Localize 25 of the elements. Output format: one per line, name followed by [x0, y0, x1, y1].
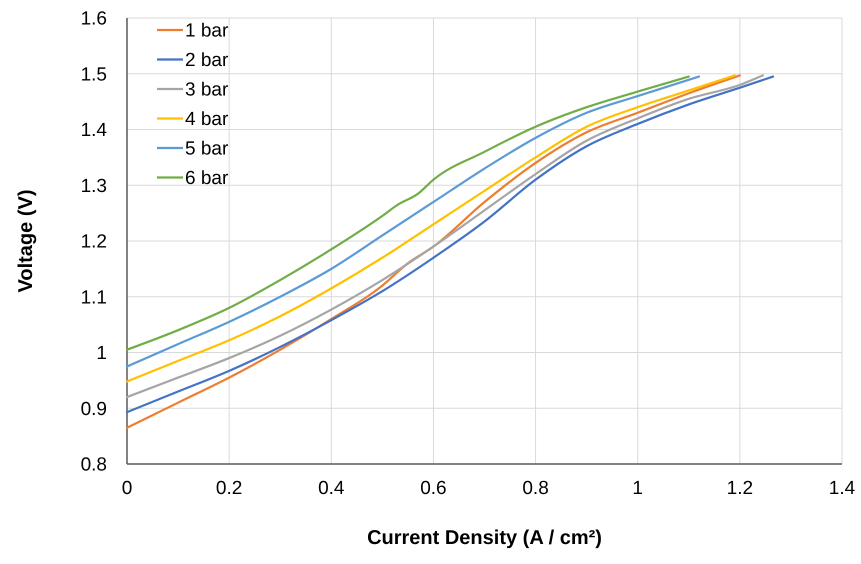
x-tick-label: 0.6 [420, 478, 447, 499]
x-tick-label: 0.4 [318, 478, 345, 499]
legend-label: 3 bar [185, 80, 229, 101]
legend-label: 4 bar [185, 109, 229, 130]
y-axis-title: Voltage (V) [15, 190, 37, 292]
legend-label: 1 bar [185, 20, 229, 42]
x-tick-label: 1.2 [726, 478, 754, 499]
x-tick-label: 0.2 [216, 478, 242, 499]
y-tick-label: 1.6 [80, 8, 107, 30]
legend-label: 2 bar [185, 50, 229, 72]
y-tick-label: 1.2 [80, 232, 107, 253]
y-tick-label: 1.3 [80, 176, 107, 197]
y-tick-label: 1 [96, 343, 107, 364]
y-tick-label: 1.5 [80, 64, 107, 86]
y-tick-label: 0.8 [80, 454, 107, 476]
legend-label: 6 bar [185, 168, 229, 190]
legend-label: 5 bar [185, 138, 229, 160]
y-tick-label: 1.1 [80, 287, 107, 308]
y-tick-label: 1.4 [80, 120, 108, 142]
x-tick-label: 0.8 [522, 478, 549, 499]
x-axis-title: Current Density (A / cm²) [367, 527, 602, 549]
x-tick-label: 0 [122, 478, 132, 499]
x-tick-label: 1 [632, 478, 644, 499]
x-tick-label: 1.4 [828, 478, 856, 499]
y-tick-label: 0.9 [80, 398, 107, 420]
